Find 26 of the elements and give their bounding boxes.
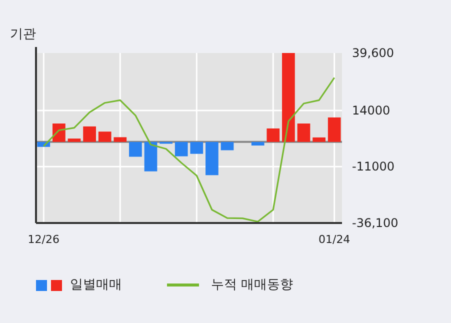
bar (129, 142, 142, 157)
y-tick-label: -36,100 (352, 216, 398, 230)
y-tick-label: -11000 (352, 160, 395, 174)
bar (220, 142, 234, 150)
bar (328, 117, 341, 142)
bar (174, 142, 188, 156)
bar (206, 142, 218, 176)
y-tick-label: 39,600 (352, 46, 394, 60)
bar (312, 137, 326, 142)
bar (251, 142, 264, 146)
x-tick-label: 12/26 (28, 233, 60, 246)
bar (282, 53, 295, 142)
chart-title: 기관 (10, 27, 36, 42)
x-tick-label: 01/24 (318, 233, 350, 246)
bar (297, 124, 310, 142)
line-series (42, 76, 336, 222)
legend-label: 일별매매 (70, 278, 122, 292)
y-tick-label: 14000 (352, 103, 390, 118)
bar (83, 126, 96, 142)
bar (190, 142, 204, 154)
bar (266, 128, 280, 142)
bar (114, 137, 127, 142)
legend-label: 누적 매매동향 (211, 278, 294, 292)
bar (144, 142, 158, 172)
bar (98, 132, 112, 142)
bar (68, 138, 81, 142)
